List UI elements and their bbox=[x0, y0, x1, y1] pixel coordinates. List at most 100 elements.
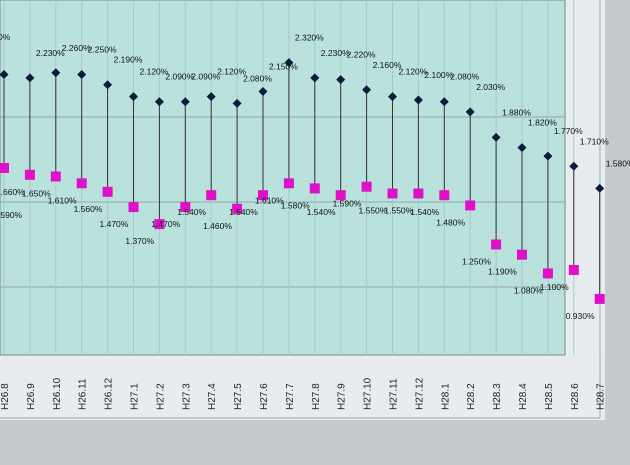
diamond-point bbox=[413, 95, 423, 105]
square-point bbox=[180, 202, 191, 213]
diamond-point bbox=[129, 92, 138, 102]
upper-data-label: 2.090% bbox=[191, 72, 220, 82]
diamond-point bbox=[310, 73, 320, 83]
square-point bbox=[335, 190, 346, 201]
x-tick-label: H26.9 bbox=[26, 383, 37, 410]
square-point bbox=[154, 219, 165, 230]
edge-label-bottom: .590% bbox=[0, 210, 23, 220]
diamond-point bbox=[517, 143, 527, 153]
x-tick-label: H27.9 bbox=[337, 383, 348, 410]
upper-data-label: 2.230% bbox=[36, 48, 65, 58]
lower-data-label: 1.660% bbox=[0, 187, 25, 197]
lower-data-label: 1.540% bbox=[177, 207, 206, 217]
x-axis-tick-labels: H26.8 H26.9 H26.10 H26.11 H26.12 H27.1 H27.2 H2… bbox=[0, 377, 607, 410]
diamond-point bbox=[51, 68, 61, 78]
square-point bbox=[76, 178, 87, 189]
edge-label-top: 0% bbox=[0, 32, 11, 42]
lower-data-label: 1.650% bbox=[22, 189, 51, 199]
upper-data-label: 2.190% bbox=[114, 55, 143, 65]
lower-data-label: 1.550% bbox=[359, 206, 388, 216]
lower-data-label: 1.540% bbox=[229, 207, 258, 217]
x-tick-label: H27.2 bbox=[155, 383, 166, 410]
square-point bbox=[50, 171, 61, 182]
diamond-point bbox=[258, 87, 268, 96]
x-tick-label: H27.11 bbox=[389, 378, 400, 410]
square-point bbox=[309, 183, 320, 194]
edge-labels: 0% .590% bbox=[0, 32, 23, 220]
x-tick-label: H27.7 bbox=[285, 383, 296, 410]
upper-data-label: 2.150% bbox=[269, 62, 298, 72]
upper-data-label: 2.160% bbox=[373, 60, 402, 70]
x-tick-label: H26.10 bbox=[52, 377, 63, 410]
diamond-point bbox=[232, 98, 242, 108]
square-point bbox=[258, 190, 268, 201]
diamond-point bbox=[465, 107, 475, 117]
lower-data-label: 1.100% bbox=[540, 282, 569, 292]
upper-data-label: 2.250% bbox=[88, 45, 117, 55]
square-point bbox=[568, 265, 579, 275]
upper-data-label: 2.120% bbox=[140, 67, 169, 77]
square-point bbox=[283, 178, 294, 189]
data-marks bbox=[0, 58, 605, 304]
upper-data-label: 1.880% bbox=[502, 107, 531, 117]
square-point bbox=[102, 186, 113, 197]
square-point bbox=[0, 163, 9, 173]
x-tick-label: H27.12 bbox=[414, 377, 425, 410]
diamond-point bbox=[180, 97, 190, 107]
diamond-point bbox=[491, 132, 501, 142]
lower-data-label: 1.250% bbox=[462, 257, 491, 267]
upper-data-label: 2.260% bbox=[62, 43, 91, 53]
x-tick-label: H27.3 bbox=[181, 383, 192, 410]
diamond-point bbox=[362, 85, 372, 95]
diamond-point bbox=[595, 183, 605, 193]
diamond-point bbox=[543, 151, 553, 161]
square-point bbox=[387, 188, 398, 199]
upper-data-label: 2.030% bbox=[476, 82, 505, 92]
diamond-point bbox=[154, 97, 164, 107]
lower-data-label: 1.610% bbox=[255, 195, 284, 205]
lower-data-label: 1.370% bbox=[125, 236, 154, 246]
x-tick-label: H27.10 bbox=[363, 377, 374, 410]
upper-data-label: 1.820% bbox=[528, 118, 557, 128]
diamond-point bbox=[77, 70, 87, 79]
lower-data-label: 1.460% bbox=[203, 221, 232, 231]
diamond-point bbox=[388, 92, 397, 102]
upper-data-label: 2.100% bbox=[424, 70, 453, 80]
plot-area bbox=[0, 0, 566, 356]
square-point bbox=[128, 202, 139, 213]
lower-data-label: 1.540% bbox=[410, 207, 439, 217]
diamond-point bbox=[206, 92, 216, 102]
lower-data-label: 1.610% bbox=[48, 195, 77, 205]
upper-data-label: 2.120% bbox=[399, 67, 428, 77]
upper-data-label: 1.770% bbox=[554, 126, 583, 136]
x-tick-label: H28.4 bbox=[518, 383, 529, 410]
data-labels: 2.230% 1.660% 2.260% 1.650% 2.250% 1.610% 2.19… bbox=[0, 33, 630, 321]
upper-data-label: 2.120% bbox=[217, 67, 246, 77]
upper-data-label: 2.080% bbox=[450, 72, 479, 82]
diamond-point bbox=[336, 75, 346, 85]
lower-data-label: 1.480% bbox=[436, 217, 465, 227]
square-point bbox=[542, 268, 553, 279]
upper-data-label: 1.580% bbox=[606, 158, 630, 168]
upper-data-label: 2.220% bbox=[347, 50, 376, 60]
x-tick-label: H27.1 bbox=[130, 383, 141, 410]
lower-data-label: 1.470% bbox=[151, 219, 180, 229]
square-point bbox=[517, 249, 527, 260]
diamond-point bbox=[439, 97, 449, 107]
lower-data-label: 1.470% bbox=[100, 219, 129, 229]
square-point bbox=[439, 190, 450, 201]
x-tick-label: H27.5 bbox=[233, 383, 244, 410]
x-tick-label: H27.4 bbox=[207, 383, 218, 410]
lower-data-label: 1.590% bbox=[333, 199, 362, 209]
upper-data-label: 2.080% bbox=[243, 73, 272, 83]
x-tick-label: H27.6 bbox=[259, 383, 270, 410]
lower-data-label: 1.190% bbox=[488, 267, 517, 277]
diamond-point bbox=[25, 73, 35, 83]
square-point bbox=[232, 203, 243, 214]
upper-data-label: 2.230% bbox=[321, 48, 350, 58]
x-tick-label: H28.7 bbox=[596, 383, 607, 410]
x-tick-label: H28.1 bbox=[440, 383, 451, 410]
x-tick-label: H26.12 bbox=[104, 377, 115, 410]
square-point bbox=[491, 239, 502, 250]
